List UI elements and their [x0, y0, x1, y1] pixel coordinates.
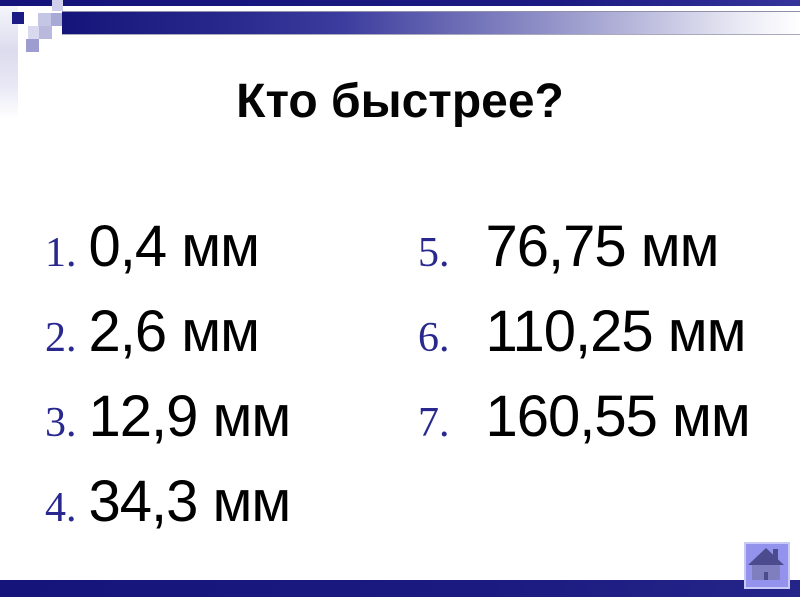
list-item-value: 160,55 мм: [485, 384, 751, 449]
pixel-square-medium: [51, 13, 63, 26]
list-item-number: 5.: [418, 230, 450, 276]
list-item-value: 12,9 мм: [88, 384, 292, 449]
pixel-square-medium: [26, 39, 39, 52]
measurements-list-left: 1. 0,4 мм 2. 2,6 мм 3. 12,9 мм 4. 34,3 мм: [45, 204, 292, 544]
list-item: 1. 0,4 мм: [45, 204, 290, 289]
home-button[interactable]: [744, 542, 790, 589]
list-item-number: 3.: [45, 400, 77, 446]
header-gradient-bar: [62, 11, 800, 35]
list-item: 7. 160,55 мм: [418, 374, 751, 459]
list-item-number: 7.: [418, 400, 450, 446]
home-icon: [746, 544, 788, 587]
list-item: 2. 2,6 мм: [45, 289, 290, 374]
footer-bar: [0, 580, 800, 597]
list-item: 3. 12,9 мм: [45, 374, 292, 459]
list-item-number: 6.: [418, 315, 450, 361]
list-item-value: 0,4 мм: [88, 214, 260, 279]
list-item: 4. 34,3 мм: [45, 459, 292, 544]
list-item-number: 4.: [45, 485, 77, 531]
list-item: 5. 76,75 мм: [418, 204, 750, 289]
pixel-square-dark: [12, 12, 24, 24]
pixel-square-light: [52, 0, 63, 11]
list-item-value: 110,25 мм: [485, 299, 747, 364]
pixel-square-medium: [39, 26, 52, 39]
list-item-value: 34,3 мм: [88, 469, 292, 534]
list-item-number: 1.: [45, 230, 77, 276]
measurements-list-right: 5. 76,75 мм 6. 110,25 мм 7. 160,55 мм: [418, 204, 751, 459]
left-gradient-strip: [0, 6, 18, 118]
list-item-value: 2,6 мм: [88, 299, 260, 364]
pixel-square-light: [38, 13, 51, 26]
list-item: 6. 110,25 мм: [418, 289, 750, 374]
slide-title: Кто быстрее?: [236, 75, 564, 128]
list-item-value: 76,75 мм: [485, 214, 720, 279]
pixel-square-pale: [28, 26, 40, 39]
list-item-number: 2.: [45, 315, 77, 361]
top-edge-line: [0, 0, 800, 6]
